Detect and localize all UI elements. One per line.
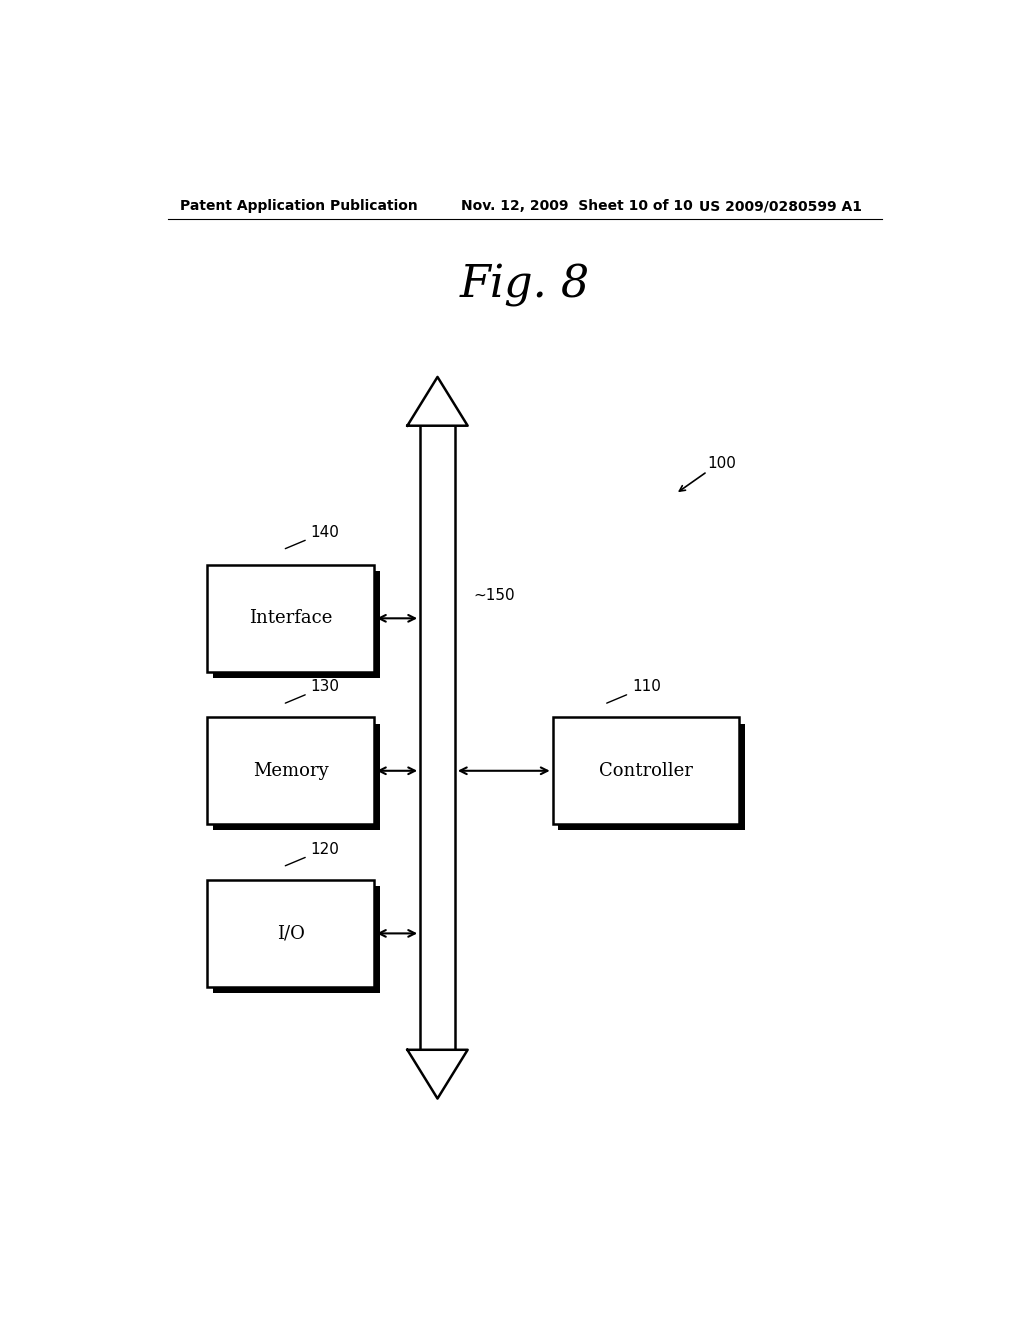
Polygon shape <box>408 1049 468 1098</box>
Bar <box>558 723 744 830</box>
Bar <box>553 718 739 824</box>
Text: 140: 140 <box>286 524 339 549</box>
Bar <box>207 880 374 987</box>
Text: US 2009/0280599 A1: US 2009/0280599 A1 <box>699 199 862 213</box>
Text: 100: 100 <box>708 455 736 471</box>
Text: 130: 130 <box>286 678 340 704</box>
Bar <box>213 572 380 677</box>
Text: Fig. 8: Fig. 8 <box>460 264 590 308</box>
Bar <box>207 565 374 672</box>
Bar <box>207 718 374 824</box>
Text: Interface: Interface <box>249 610 333 627</box>
Text: Controller: Controller <box>599 762 693 780</box>
Text: I/O: I/O <box>276 924 304 942</box>
Text: 120: 120 <box>286 842 339 866</box>
Text: Memory: Memory <box>253 762 329 780</box>
Text: ~150: ~150 <box>473 587 515 603</box>
Polygon shape <box>408 378 468 426</box>
Text: Patent Application Publication: Patent Application Publication <box>179 199 418 213</box>
Bar <box>213 886 380 993</box>
Text: Nov. 12, 2009  Sheet 10 of 10: Nov. 12, 2009 Sheet 10 of 10 <box>461 199 693 213</box>
Text: 110: 110 <box>607 678 660 704</box>
Bar <box>213 723 380 830</box>
